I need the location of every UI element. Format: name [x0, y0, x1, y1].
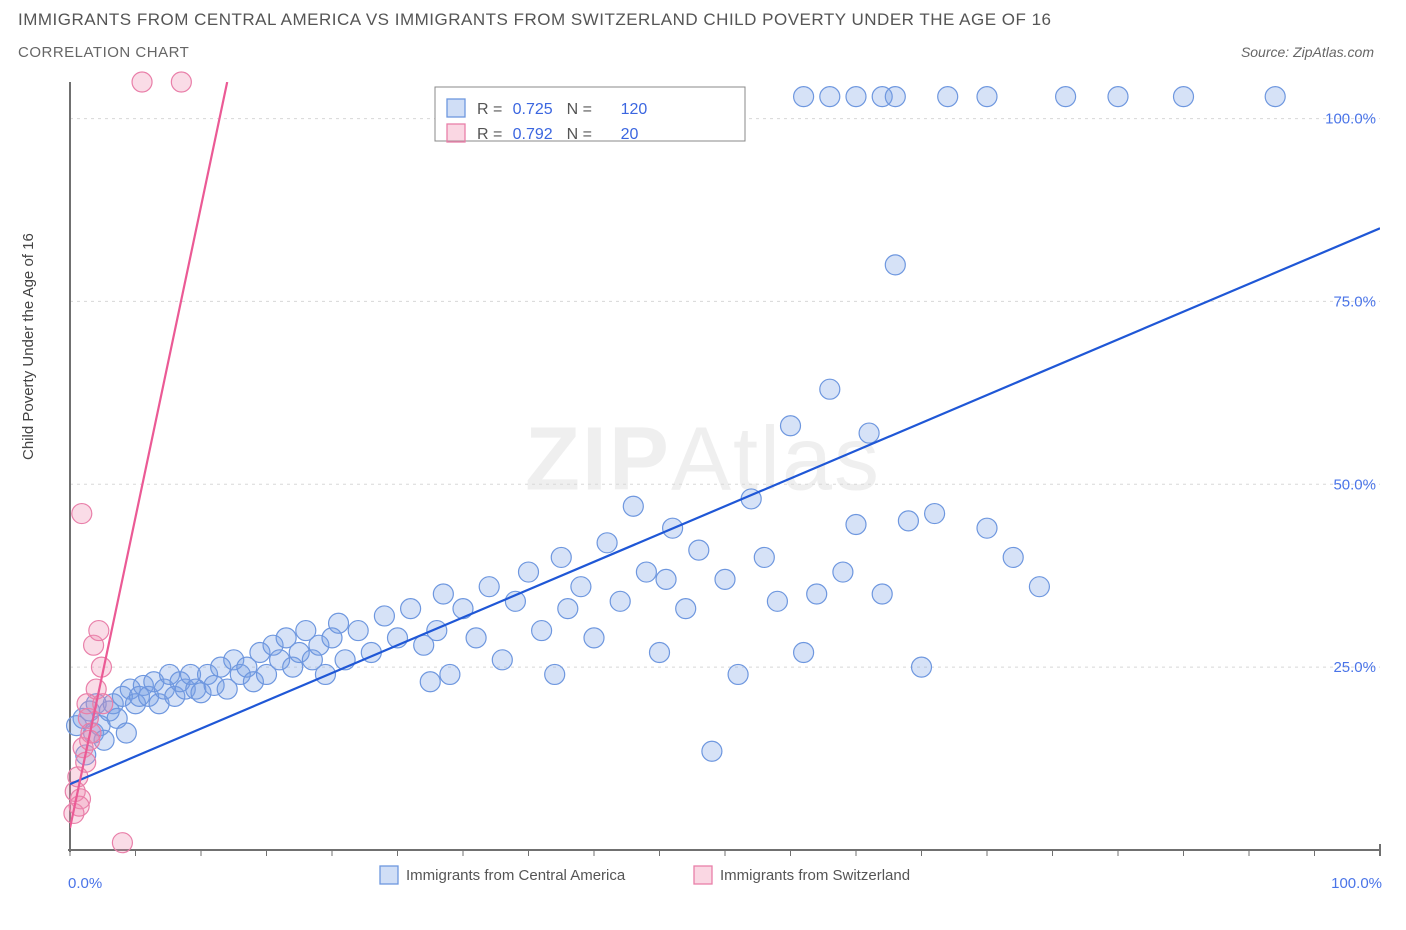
svg-text:50.0%: 50.0% — [1333, 476, 1376, 493]
svg-text:100.0%: 100.0% — [1331, 875, 1382, 892]
svg-text:R =: R = — [477, 101, 502, 118]
svg-text:Immigrants from Switzerland: Immigrants from Switzerland — [720, 867, 910, 884]
svg-text:N =: N = — [567, 126, 592, 143]
svg-text:120: 120 — [621, 101, 648, 118]
svg-text:75.0%: 75.0% — [1333, 293, 1376, 310]
svg-text:0.0%: 0.0% — [68, 875, 102, 892]
svg-text:Immigrants from Central Americ: Immigrants from Central America — [406, 867, 626, 884]
svg-text:0.792: 0.792 — [513, 126, 553, 143]
correlation-chart: 25.0%50.0%75.0%100.0%0.0%100.0%R =0.725 … — [0, 0, 1406, 930]
svg-text:25.0%: 25.0% — [1333, 659, 1376, 676]
svg-text:R =: R = — [477, 126, 502, 143]
svg-text:0.725: 0.725 — [513, 101, 553, 118]
svg-text:N =: N = — [567, 101, 592, 118]
svg-text:20: 20 — [621, 126, 639, 143]
svg-text:100.0%: 100.0% — [1325, 111, 1376, 128]
